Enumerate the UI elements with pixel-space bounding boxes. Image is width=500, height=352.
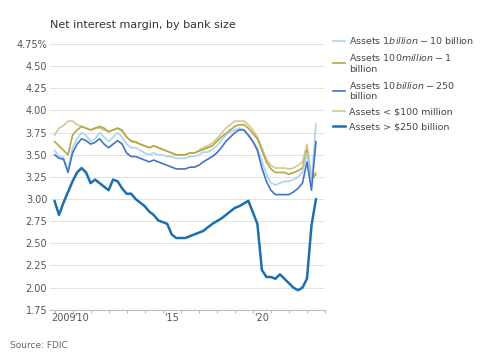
Text: Net interest margin, by bank size: Net interest margin, by bank size — [50, 20, 236, 30]
Text: Source: FDIC: Source: FDIC — [10, 341, 68, 350]
Legend: Assets $1 billion - $10 billion, Assets $100 million - $1
billion, Assets $10 bi: Assets $1 billion - $10 billion, Assets … — [333, 35, 474, 132]
